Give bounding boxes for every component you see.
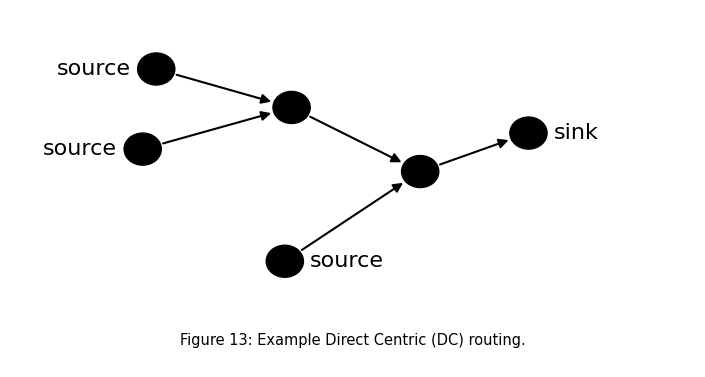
Text: source: source [310, 251, 384, 271]
Text: sink: sink [554, 123, 599, 143]
Ellipse shape [137, 53, 175, 85]
Ellipse shape [266, 245, 303, 277]
Ellipse shape [510, 117, 547, 149]
Text: source: source [57, 59, 131, 79]
Ellipse shape [402, 156, 439, 188]
Ellipse shape [124, 133, 161, 165]
Ellipse shape [273, 92, 310, 124]
Text: source: source [43, 139, 117, 159]
Text: Figure 13: Example Direct Centric (DC) routing.: Figure 13: Example Direct Centric (DC) r… [180, 333, 525, 348]
